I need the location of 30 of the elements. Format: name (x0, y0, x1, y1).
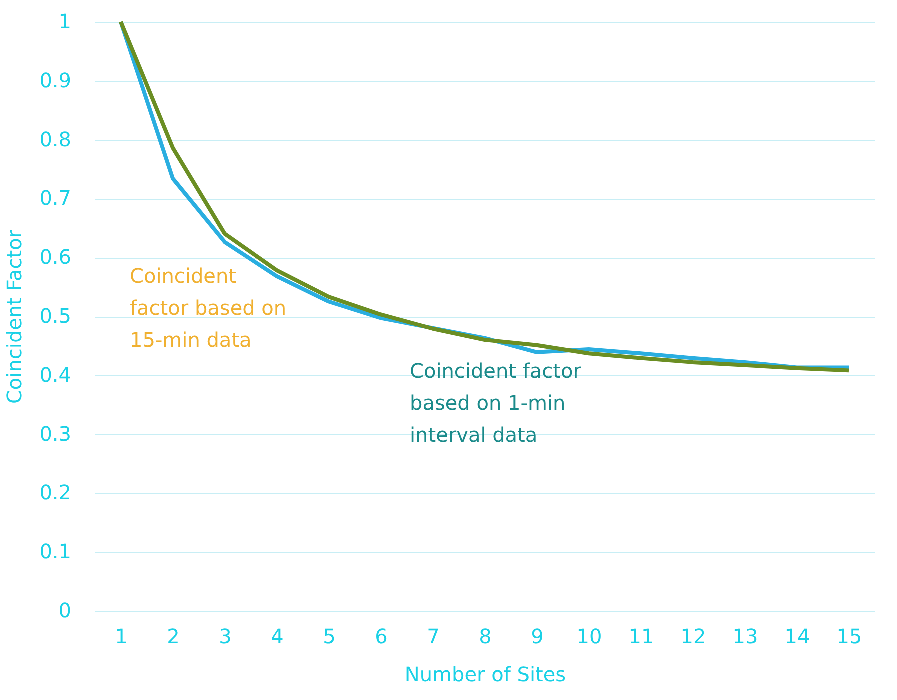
y-tick-label: 0.1 (40, 540, 72, 564)
x-tick-label: 7 (427, 624, 440, 648)
y-tick-label: 0.6 (40, 245, 72, 270)
annotation: Coincident factor based on 1-min interval data (410, 359, 582, 447)
x-tick-label: 13 (732, 624, 758, 648)
x-tick-label: 12 (680, 624, 706, 648)
x-tick-label: 10 (576, 624, 602, 648)
x-tick-label: 11 (628, 624, 654, 648)
y-axis-title: Coincident Factor (2, 229, 27, 404)
x-tick-label: 8 (479, 624, 492, 648)
x-tick-label: 6 (375, 624, 388, 648)
y-tick-label: 0 (58, 598, 72, 622)
y-tick-label: 0.8 (40, 127, 72, 152)
x-axis-title: Number of Sites (404, 662, 566, 686)
x-tick-label: 4 (271, 624, 284, 648)
annotation: Coincident factor based on 15-min data (130, 264, 287, 352)
y-tick-label: 0.9 (40, 68, 72, 92)
x-tick-label: 3 (219, 624, 232, 648)
y-tick-label: 0.7 (40, 186, 72, 210)
y-tick-label: 0.4 (40, 362, 72, 387)
y-tick-label: 0.2 (40, 480, 72, 505)
y-tick-label: 1 (58, 10, 72, 34)
y-tick-label: 0.5 (40, 304, 72, 328)
x-tick-label: 15 (836, 624, 862, 648)
y-tick-label: 0.3 (40, 422, 72, 446)
x-tick-label: 2 (167, 624, 180, 648)
x-tick-label: 1 (115, 624, 128, 648)
x-tick-label: 5 (323, 624, 336, 648)
x-tick-label: 9 (531, 624, 544, 648)
x-tick-label: 14 (784, 624, 810, 648)
